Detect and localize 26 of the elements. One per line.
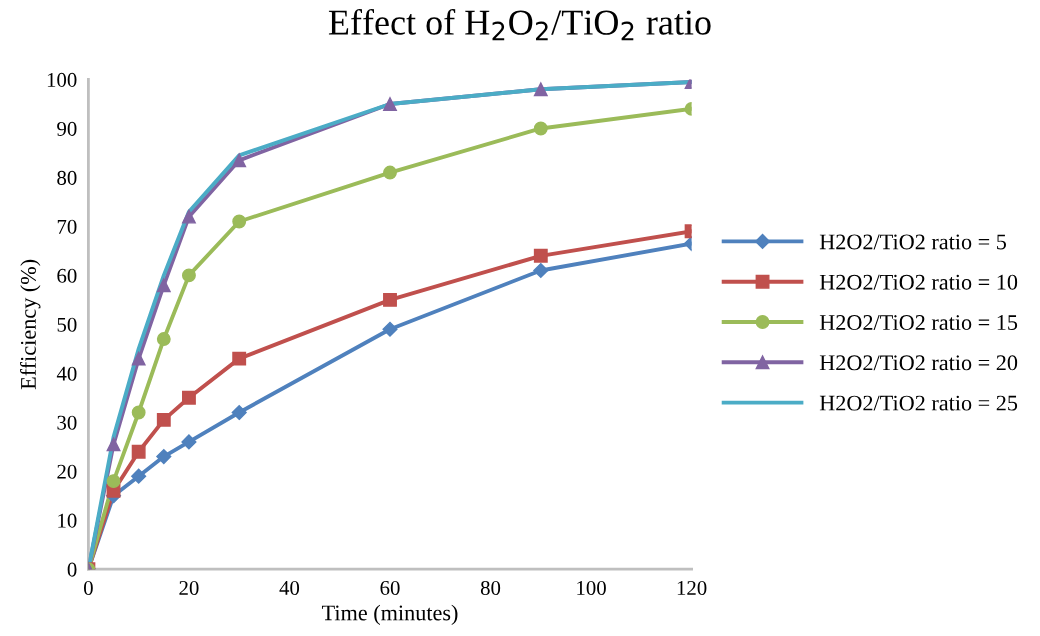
y-tick-label: 70 [57, 219, 77, 234]
x-tick-label: 120 [677, 580, 707, 595]
x-tick-label: 0 [83, 580, 93, 595]
y-axis-title: Efficiency (%) [20, 259, 41, 390]
x-tick-label: 40 [279, 580, 300, 595]
y-tick-label: 60 [57, 268, 77, 283]
legend-label: H2O2/TiO2 ratio = 25 [819, 395, 1018, 411]
x-tick-label: 20 [179, 580, 199, 595]
x-tick-label: 60 [380, 580, 400, 595]
y-tick-label: 40 [56, 366, 77, 381]
y-tick-label: 80 [57, 170, 77, 185]
y-tick-label: 10 [58, 513, 77, 528]
y-tick-label: 50 [57, 317, 77, 332]
legend-label: H2O2/TiO2 ratio = 15 [819, 315, 1018, 330]
x-tick-label: 100 [577, 580, 606, 595]
x-axis-title: Time (minutes) [321, 604, 458, 625]
y-tick-label: 90 [57, 121, 77, 136]
chart-title: Effect of H$_{2}$O$_{2}$/TiO$_{2}$ ratio [328, 8, 711, 41]
legend-label: H2O2/TiO2 ratio = 10 [819, 274, 1018, 290]
y-tick-label: 20 [57, 464, 77, 479]
y-tick-label: 30 [57, 415, 77, 430]
legend-label: H2O2/TiO2 ratio = 5 [819, 234, 1007, 250]
y-tick-label: 100 [47, 72, 77, 87]
legend-label: H2O2/TiO2 ratio = 20 [819, 355, 1018, 371]
x-tick-label: 80 [480, 580, 501, 595]
y-tick-label: 0 [67, 562, 77, 577]
